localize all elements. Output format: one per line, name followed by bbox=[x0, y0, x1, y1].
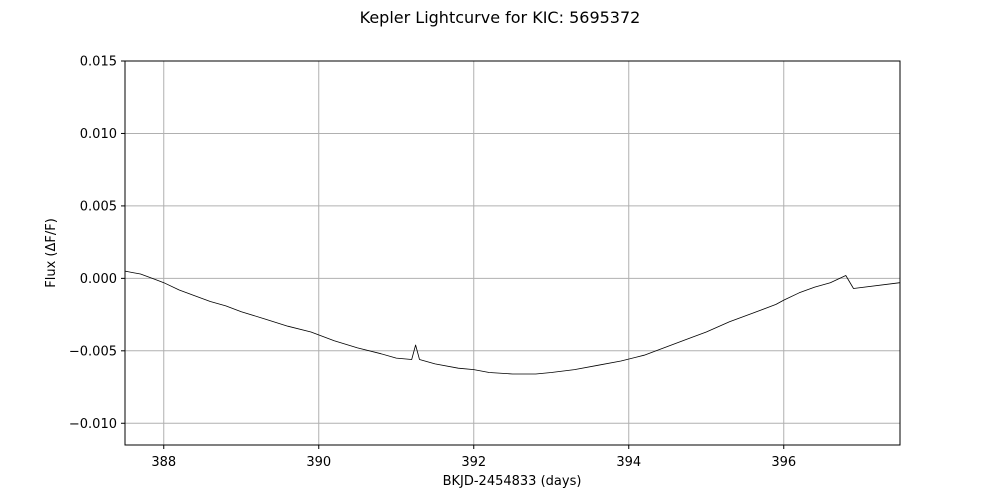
y-axis-title: Flux (ΔF/F) bbox=[44, 218, 59, 288]
x-axis: 388 390 392 394 396 bbox=[151, 445, 796, 470]
chart-title: Kepler Lightcurve for KIC: 5695372 bbox=[360, 8, 641, 27]
series-layer bbox=[124, 270, 901, 375]
y-tick-label: −0.010 bbox=[69, 417, 117, 432]
grid bbox=[125, 60, 900, 445]
plot-frame bbox=[124, 60, 901, 446]
x-axis-title: BKJD-2454833 (days) bbox=[443, 474, 582, 489]
x-tick-label: 396 bbox=[771, 455, 796, 470]
x-tick-label: 394 bbox=[616, 455, 641, 470]
y-tick-label: 0.010 bbox=[80, 127, 117, 142]
y-tick-label: 0.005 bbox=[80, 199, 117, 214]
y-tick-label: −0.005 bbox=[69, 344, 117, 359]
y-axis: −0.010 −0.005 0.000 0.005 0.010 0.015 bbox=[69, 55, 125, 432]
x-tick-label: 392 bbox=[461, 455, 486, 470]
y-tick-label: 0.015 bbox=[80, 55, 117, 70]
x-tick-label: 388 bbox=[151, 455, 176, 470]
x-tick-label: 390 bbox=[306, 455, 331, 470]
y-tick-label: 0.000 bbox=[80, 272, 117, 287]
lightcurve-series-line bbox=[124, 270, 901, 375]
